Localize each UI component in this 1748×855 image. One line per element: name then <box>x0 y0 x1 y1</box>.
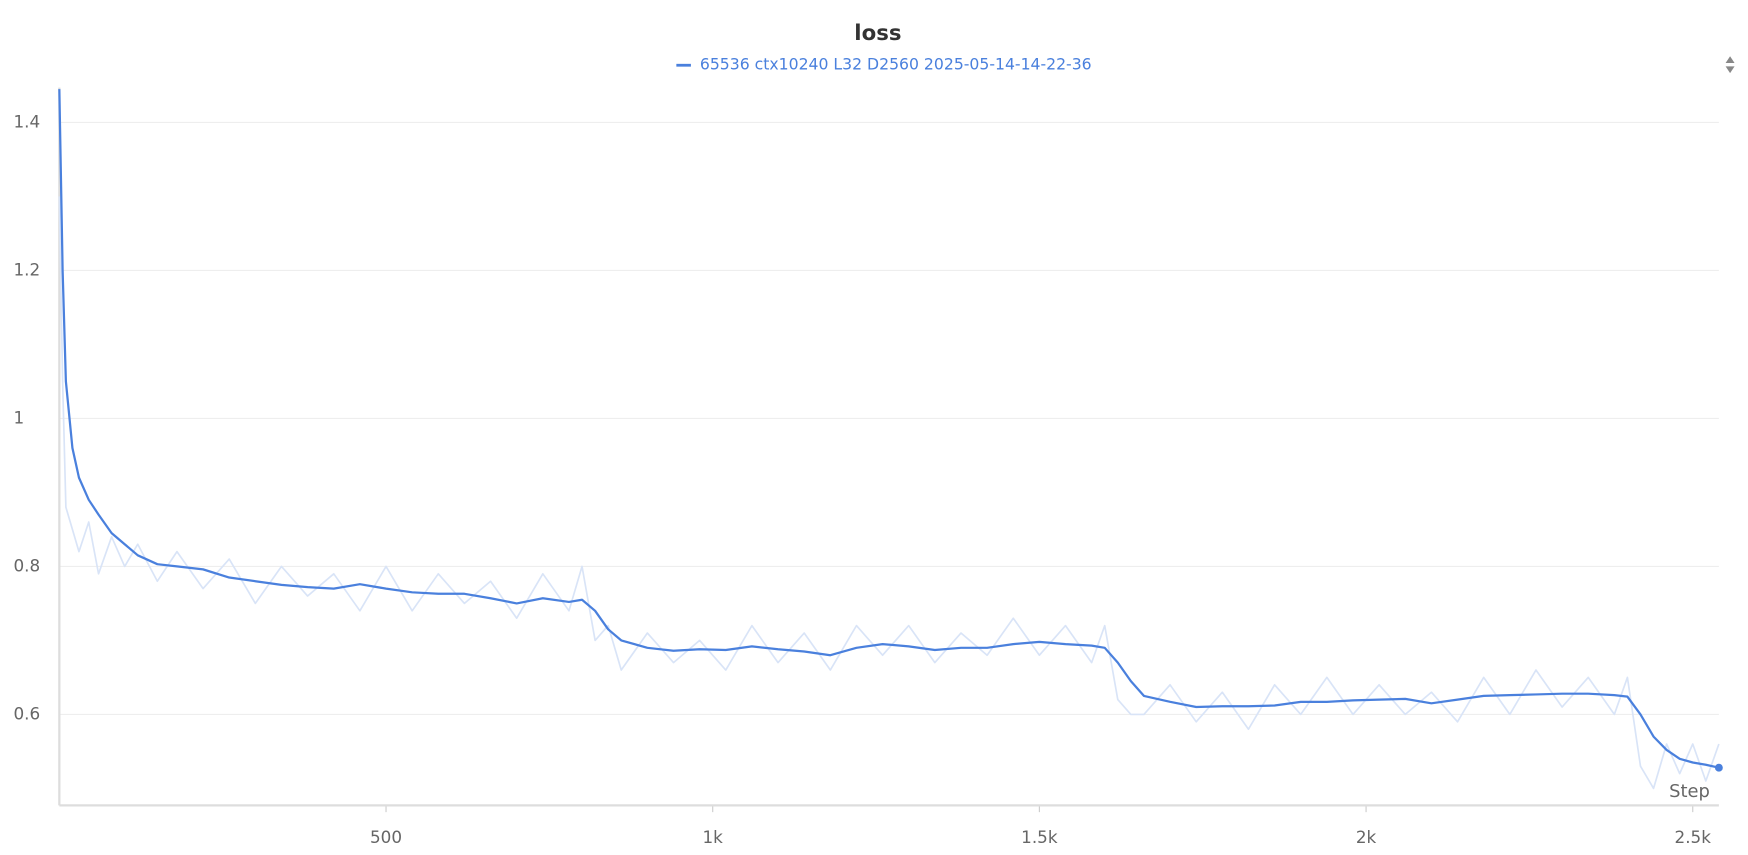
x-tick-label: 500 <box>370 827 402 847</box>
x-tick-label: 1.5k <box>1021 827 1058 847</box>
smoothed-line <box>58 89 1720 769</box>
y-tick-label: 1 <box>13 407 24 427</box>
y-tick-label: 1.4 <box>13 111 40 131</box>
raw-line <box>58 196 1720 790</box>
y-tick-label: 0.8 <box>13 555 40 575</box>
sort-icon[interactable] <box>1725 56 1735 74</box>
x-tick-label: 2k <box>1356 827 1377 847</box>
end-point <box>1714 763 1723 772</box>
x-tick-label: 2.5k <box>1675 827 1712 847</box>
legend-label[interactable]: 65536 ctx10240 L32 D2560 2025-05-14-14-2… <box>700 55 1092 74</box>
x-axis-label: Step <box>1669 781 1710 802</box>
x-tick-label: 1k <box>703 827 724 847</box>
chart-title: loss <box>854 21 901 46</box>
y-tick-label: 1.2 <box>13 259 40 279</box>
y-tick-label: 0.6 <box>13 703 40 723</box>
